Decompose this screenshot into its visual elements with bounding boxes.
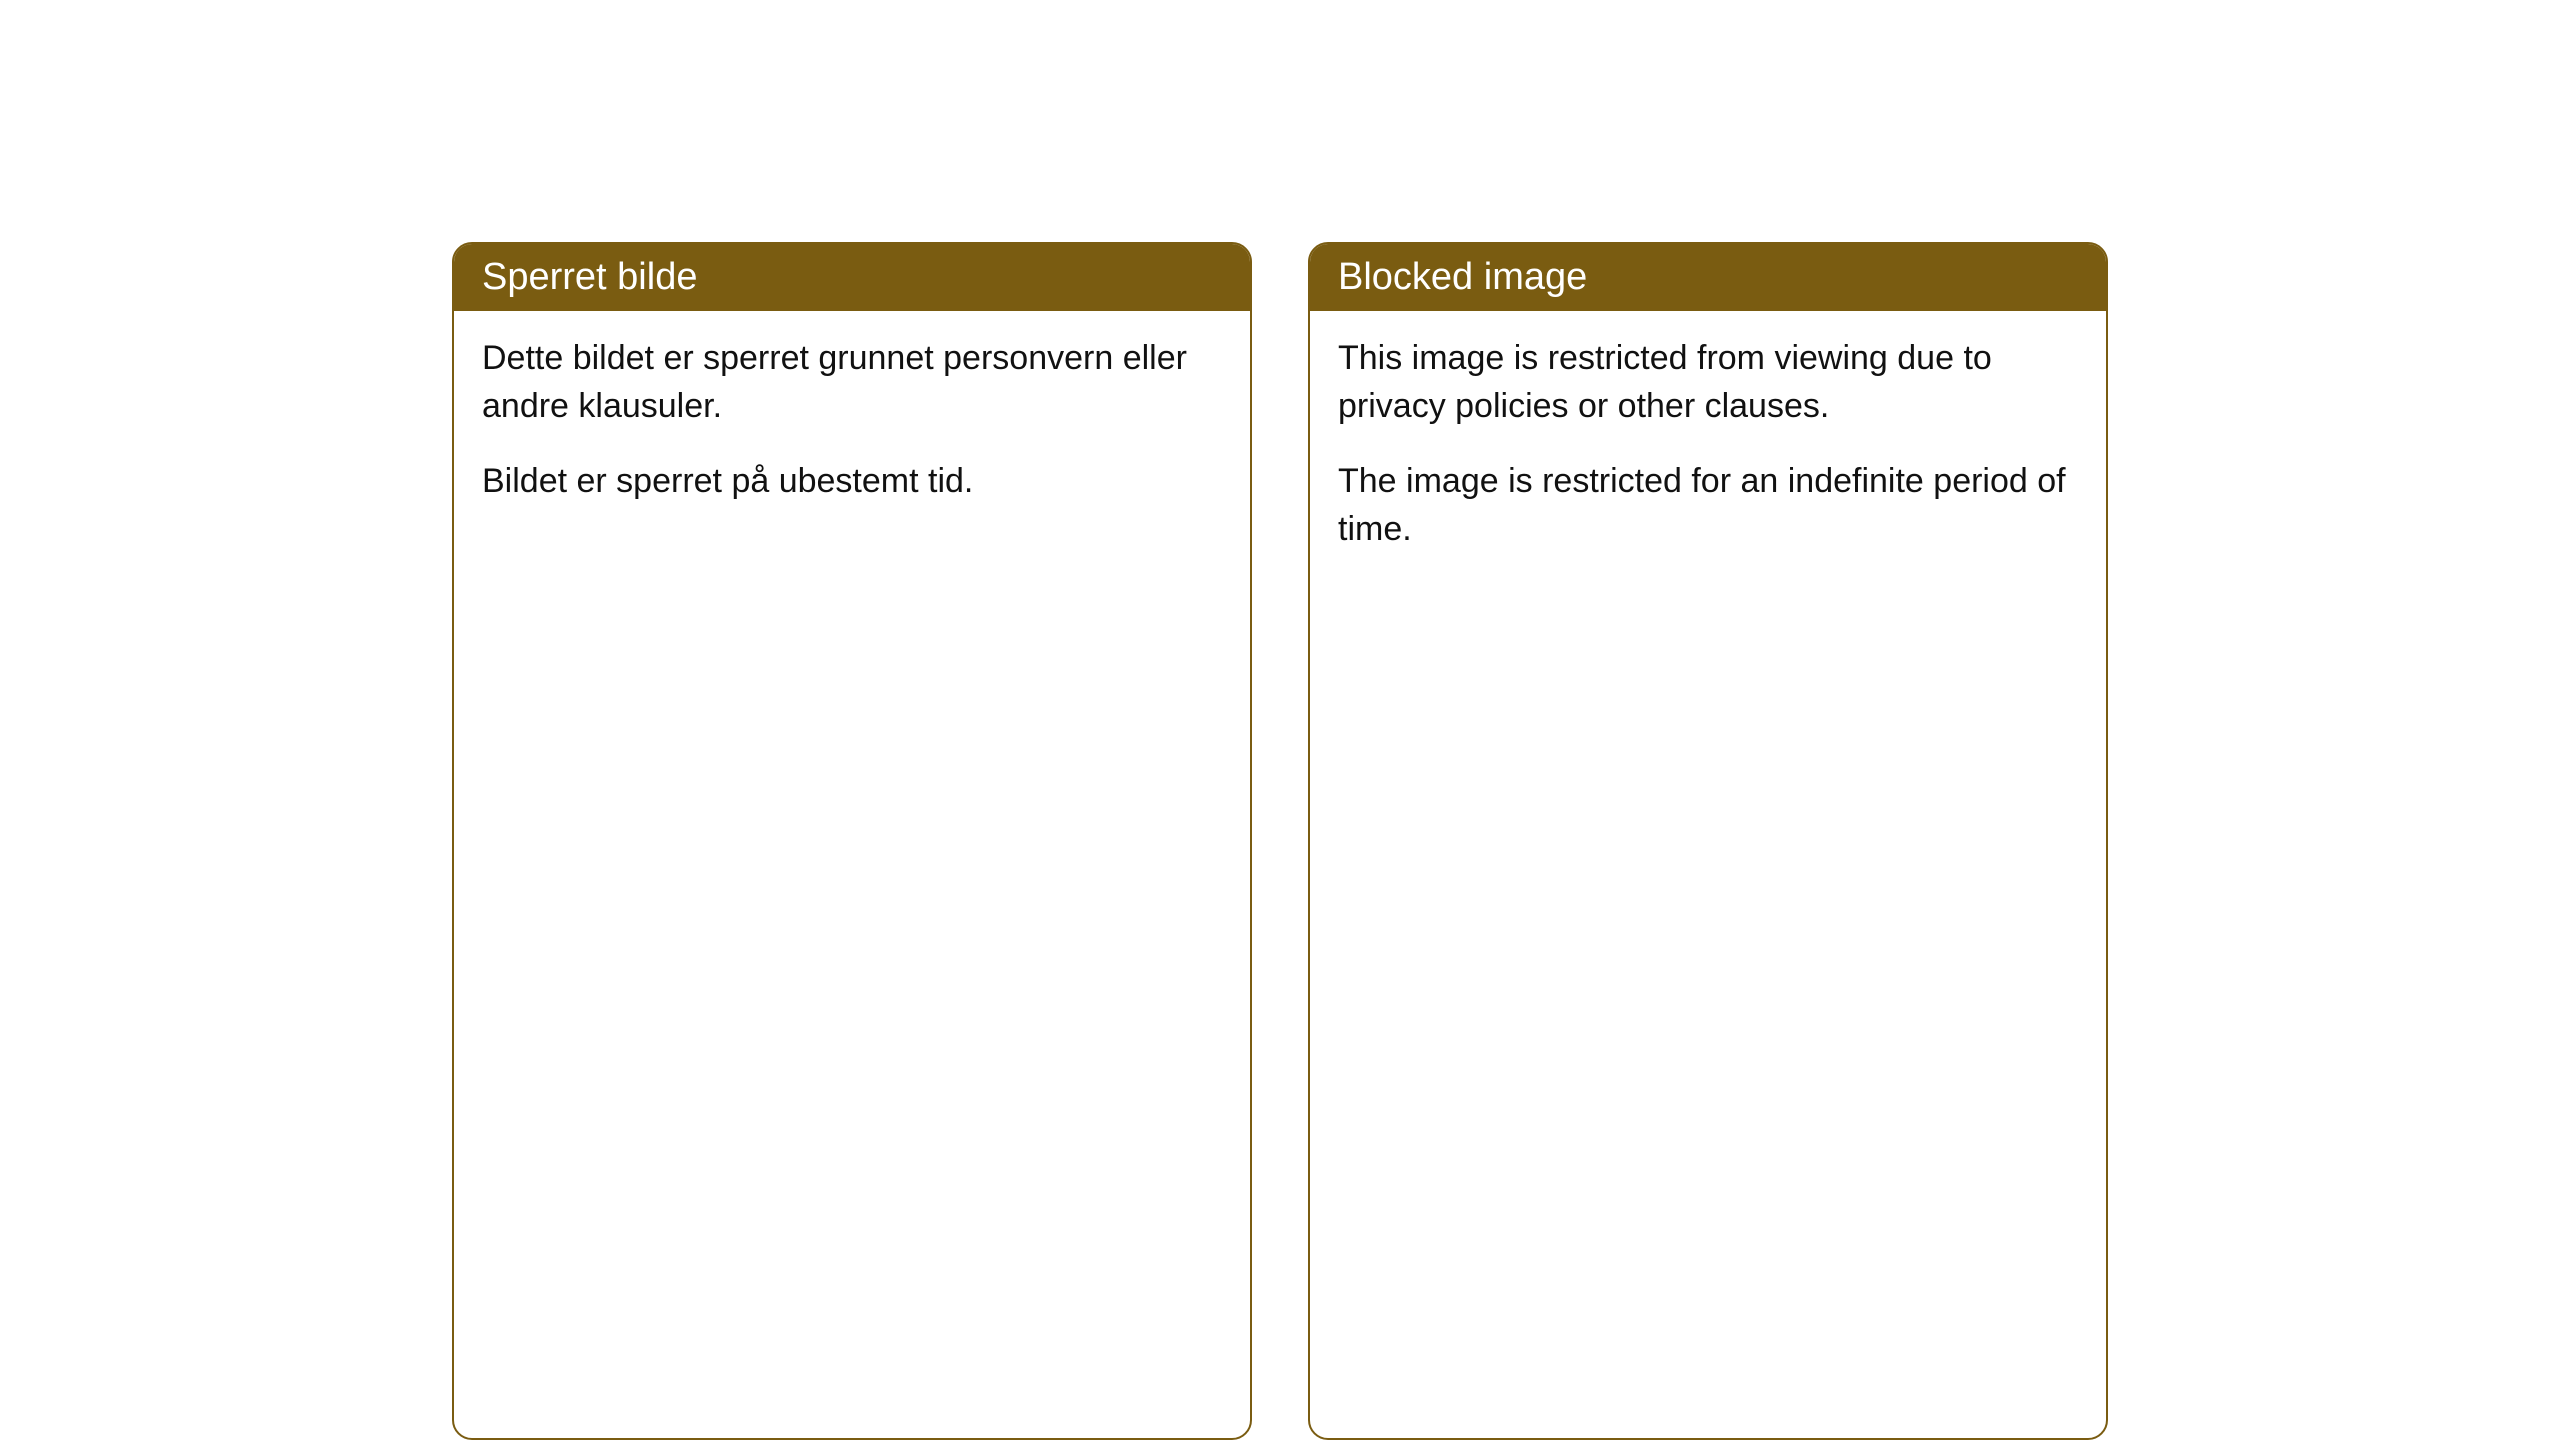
blocked-image-card-english: Blocked image This image is restricted f… <box>1308 242 2108 1440</box>
card-title-english: Blocked image <box>1338 256 1587 298</box>
card-paragraph-2-norwegian: Bildet er sperret på ubestemt tid. <box>482 458 1222 506</box>
card-body-norwegian: Dette bildet er sperret grunnet personve… <box>454 311 1250 546</box>
blocked-image-card-norwegian: Sperret bilde Dette bildet er sperret gr… <box>452 242 1252 1440</box>
card-body-english: This image is restricted from viewing du… <box>1310 311 2106 593</box>
card-title-norwegian: Sperret bilde <box>482 256 697 298</box>
card-paragraph-1-english: This image is restricted from viewing du… <box>1338 335 2078 430</box>
card-header-english: Blocked image <box>1310 244 2106 311</box>
card-header-norwegian: Sperret bilde <box>454 244 1250 311</box>
card-paragraph-1-norwegian: Dette bildet er sperret grunnet personve… <box>482 335 1222 430</box>
card-container: Sperret bilde Dette bildet er sperret gr… <box>452 242 2108 1440</box>
card-paragraph-2-english: The image is restricted for an indefinit… <box>1338 458 2078 553</box>
